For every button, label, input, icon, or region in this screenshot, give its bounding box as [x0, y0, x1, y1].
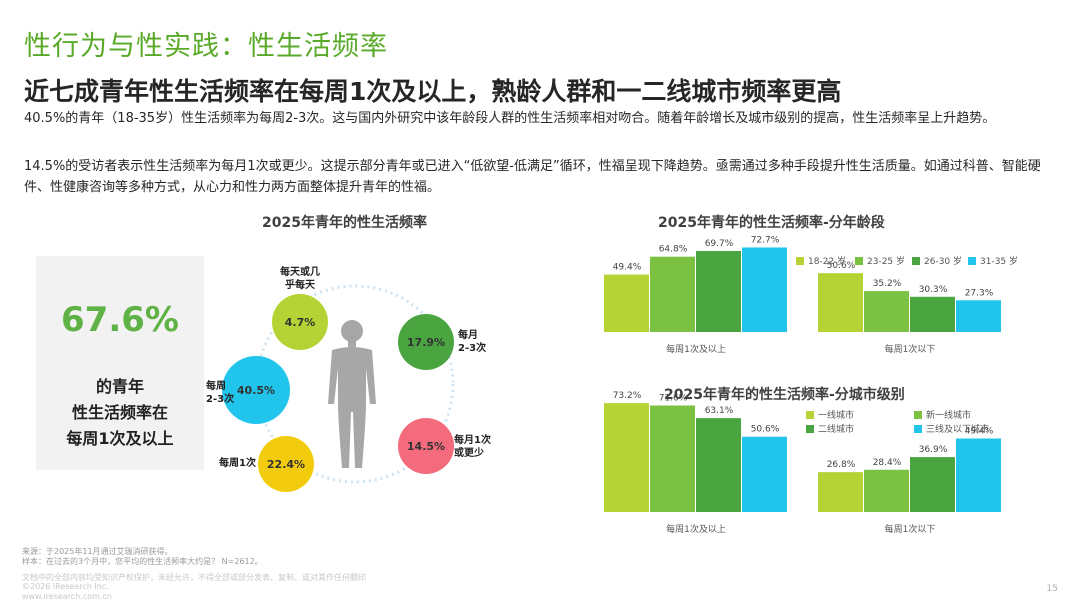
legend-swatch	[968, 256, 976, 265]
bar-0-3	[742, 247, 787, 332]
legend-item-2: 二线城市	[806, 422, 854, 435]
label-daily: 每天或几 乎每天	[280, 267, 320, 291]
age-chart-title: 2025年青年的性生活频率-分年龄段	[658, 215, 885, 231]
sample-note: 样本：在过去的3个月中，您平均的性生活频率大约是？ N=2612。	[22, 557, 263, 566]
highlight-stat-box: 67.6% 的青年 性生活频率在 每周1次及以上	[36, 256, 204, 470]
bar-label-0-1: 64.8%	[659, 245, 688, 255]
bar-1-0	[818, 472, 863, 512]
legend-label: 23-25 岁	[867, 257, 906, 267]
bar-label-1-1: 35.2%	[873, 279, 902, 289]
disclaimer: 文档中的全部内容均受知识产权保护，未经允许，不得全部或部分发表、复制、或对其作任…	[22, 573, 366, 582]
legend-item-0: 18-22 岁	[796, 254, 846, 267]
category-label-1: 每周1次以下	[885, 343, 936, 355]
label-monthly-2-3: 每月 2-3次	[458, 330, 487, 354]
bar-1-3	[956, 300, 1001, 332]
pie-chart-title: 2025年青年的性生活频率	[262, 215, 427, 231]
category-label-0: 每周1次及以上	[666, 343, 726, 355]
copyright: ©2026 iResearch Inc.	[22, 582, 109, 591]
legend-item-3: 31-35 岁	[968, 254, 1018, 267]
website: www.iresearch.com.cn	[22, 592, 112, 601]
legend-item-1: 新一线城市	[914, 408, 971, 421]
headline: 近七成青年性生活频率在每周1次及以上，熟龄人群和一二线城市频率更高	[24, 77, 842, 106]
legend-item-2: 26-30 岁	[912, 254, 962, 267]
legend-swatch	[796, 256, 804, 265]
highlight-percent: 67.6%	[61, 300, 179, 340]
bar-1-2	[910, 296, 955, 332]
bubble-value-4: 40.5%	[237, 384, 275, 397]
legend-label: 26-30 岁	[924, 257, 963, 267]
city-chart-title: 2025年青年的性生活频率-分城市级别	[664, 387, 905, 403]
legend-label: 新一线城市	[926, 411, 972, 421]
bar-0-1	[650, 405, 695, 512]
bar-label-0-2: 69.7%	[705, 239, 734, 249]
legend-label: 18-22 岁	[808, 257, 847, 267]
bar-0-0	[604, 403, 649, 512]
legend-swatch	[914, 410, 922, 419]
bar-label-1-1: 28.4%	[873, 458, 902, 468]
bar-0-2	[696, 418, 741, 512]
person-silhouette-icon	[328, 320, 376, 468]
legend-label: 31-35 岁	[980, 257, 1019, 267]
category-label-0: 每周1次及以上	[666, 523, 726, 535]
bar-label-1-2: 30.3%	[919, 285, 948, 295]
legend-swatch	[806, 424, 814, 433]
bar-1-1	[864, 469, 909, 512]
legend-swatch	[914, 424, 922, 433]
bubble-value-1: 17.9%	[407, 336, 445, 349]
label-monthly-1-or-less: 每月1次 或更少	[454, 435, 491, 459]
page-number: 15	[1046, 584, 1058, 594]
legend-item-1: 23-25 岁	[855, 254, 905, 267]
bar-0-2	[696, 250, 741, 332]
bubble-1	[398, 314, 454, 370]
source-note: 来源：于2025年11月通过艾瑞消研获得。	[22, 547, 173, 556]
bar-1-2	[910, 457, 955, 512]
highlight-text: 的青年 性生活频率在 每周1次及以上	[66, 377, 174, 448]
bar-label-1-2: 36.9%	[919, 445, 948, 455]
bar-0-0	[604, 274, 649, 332]
bar-1-3	[956, 438, 1001, 512]
bar-label-0-3: 50.6%	[751, 425, 780, 435]
bubble-3	[258, 436, 314, 492]
legend-label: 一线城市	[818, 411, 855, 421]
bar-1-0	[818, 273, 863, 332]
bubble-0	[272, 294, 328, 350]
bar-1-1	[864, 291, 909, 332]
bubble-value-3: 22.4%	[267, 458, 305, 471]
bar-label-0-0: 73.2%	[613, 391, 642, 401]
legend-item-3: 三线及以下城市	[914, 422, 989, 435]
bubble-value-0: 4.7%	[285, 316, 316, 329]
bar-label-0-2: 63.1%	[705, 406, 734, 416]
legend-label: 三线及以下城市	[926, 425, 990, 435]
bubble-value-2: 14.5%	[407, 440, 445, 453]
bar-label-1-3: 27.3%	[965, 288, 994, 298]
paragraph-1: 40.5%的青年（18-35岁）性生活频率为每周2-3次。这与国内外研究中该年龄…	[24, 111, 996, 126]
bar-label-0-0: 49.4%	[613, 263, 642, 273]
legend-swatch	[855, 256, 863, 265]
paragraph-2: 14.5%的受访者表示性生活频率为每月1次或更少。这提示部分青年或已进入“低欲望…	[24, 159, 1041, 195]
bar-0-3	[742, 436, 787, 512]
label-weekly-1: 每周1次	[219, 458, 256, 469]
label-weekly-2-3: 每周 2-3次	[206, 381, 235, 405]
section-title: 性行为与性实践：性生活频率	[24, 31, 388, 62]
bubble-2	[398, 418, 454, 474]
bar-label-1-0: 26.8%	[827, 460, 856, 470]
bar-0-1	[650, 256, 695, 332]
legend-item-0: 一线城市	[806, 408, 854, 421]
category-label-1: 每周1次以下	[885, 523, 936, 535]
legend-swatch	[806, 410, 814, 419]
bar-label-0-3: 72.7%	[751, 235, 780, 245]
legend-swatch	[912, 256, 920, 265]
legend-label: 二线城市	[818, 425, 855, 435]
ring-outline	[255, 284, 455, 484]
